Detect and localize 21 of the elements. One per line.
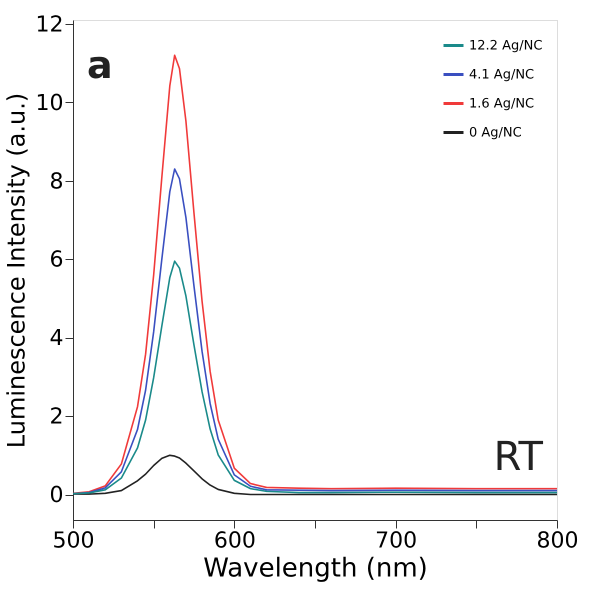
line-series — [72, 54, 558, 494]
legend-label: 12.2 Ag/NC — [469, 38, 542, 54]
y-tick-label: 8 — [50, 169, 64, 194]
x-tick-label: 700 — [375, 528, 418, 554]
annotation: RT — [494, 434, 544, 480]
line-series — [72, 260, 558, 495]
y-tick-label: 6 — [50, 248, 64, 273]
x-axis-title: Wavelength (nm) — [203, 554, 428, 584]
y-tick-label: 10 — [36, 90, 64, 116]
legend-label: 0 Ag/NC — [469, 126, 522, 140]
y-axis-title: Luminescence Intensity (a.u.) — [2, 92, 31, 448]
legend-label: 1.6 Ag/NC — [469, 96, 534, 112]
annotation: a — [87, 43, 113, 87]
x-tick-label: 800 — [536, 528, 578, 554]
y-tick-label: 0 — [50, 483, 64, 508]
legend-label: 4.1 Ag/NC — [469, 68, 534, 82]
y-tick-label: 4 — [50, 326, 64, 352]
y-tick-label: 12 — [36, 12, 64, 38]
x-tick-label: 500 — [52, 528, 94, 554]
y-tick-label: 2 — [50, 404, 64, 430]
x-tick-label: 600 — [214, 528, 256, 554]
